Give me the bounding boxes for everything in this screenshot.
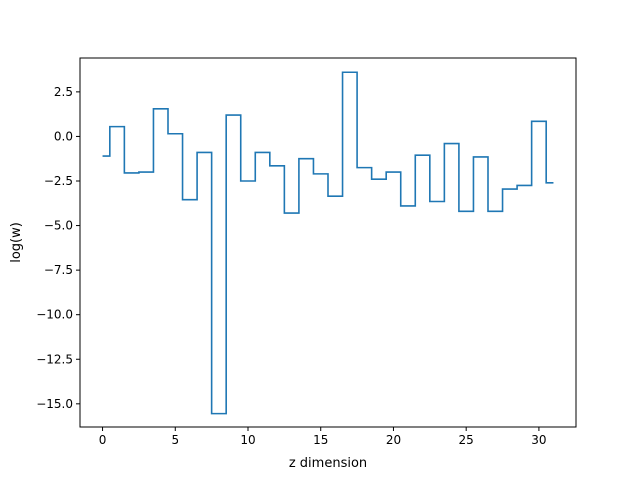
y-axis-label: log(w) — [9, 222, 24, 263]
x-tick-label: 10 — [240, 433, 255, 447]
x-tick-label: 0 — [99, 433, 107, 447]
plot-area — [102, 71, 554, 415]
x-axis-ticks: 0 5 10 15 20 25 30 — [99, 427, 547, 447]
series-step-line — [102, 71, 554, 415]
x-tick-label: 15 — [313, 433, 328, 447]
x-tick-label: 30 — [531, 433, 546, 447]
axes-frame — [79, 57, 577, 428]
x-tick-label: 5 — [171, 433, 179, 447]
y-tick-label: 0.0 — [54, 129, 73, 143]
x-tick-label: 20 — [386, 433, 401, 447]
y-tick-label: −15.0 — [36, 397, 73, 411]
y-tick-label: −10.0 — [36, 308, 73, 322]
x-axis-label: z dimension — [289, 456, 367, 471]
y-tick-label: −2.5 — [44, 174, 73, 188]
y-tick-label: −5.0 — [44, 219, 73, 233]
y-tick-label: 2.5 — [54, 85, 73, 99]
y-tick-label: −12.5 — [36, 352, 73, 366]
y-axis-ticks: 2.5 0.0 −2.5 −5.0 −7.5 −10.0 −12.5 −15.0 — [36, 85, 80, 411]
x-tick-label: 25 — [459, 433, 474, 447]
y-tick-label: −7.5 — [44, 263, 73, 277]
